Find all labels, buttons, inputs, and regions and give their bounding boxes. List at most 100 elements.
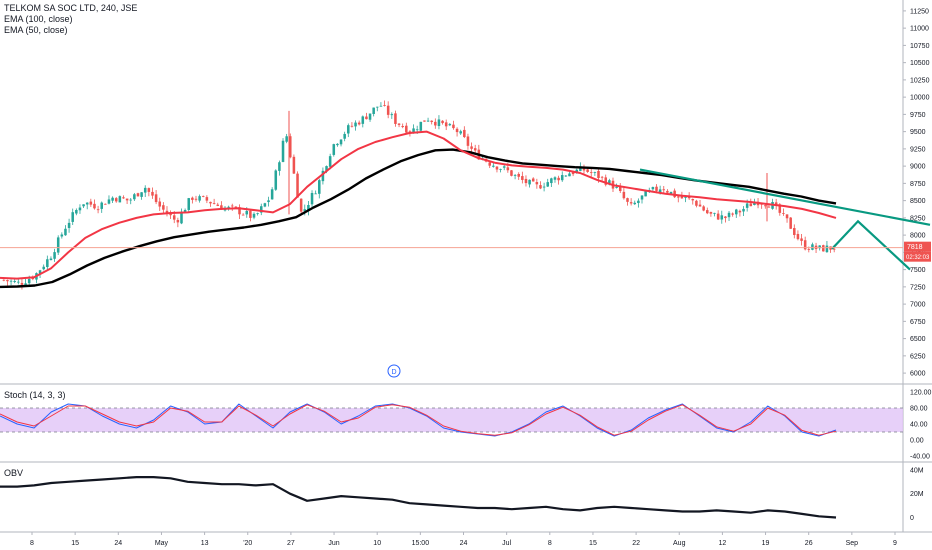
y-tick-label: 11250 bbox=[910, 8, 929, 15]
candle-body bbox=[669, 191, 673, 194]
candle-body bbox=[118, 196, 122, 203]
candle-body bbox=[825, 245, 829, 253]
candle-body bbox=[785, 214, 789, 219]
candle-body bbox=[691, 199, 695, 201]
candle-body bbox=[122, 197, 125, 199]
obv-legend[interactable]: OBV bbox=[4, 468, 24, 478]
candle-body bbox=[807, 249, 811, 250]
x-tick-label: 15 bbox=[589, 540, 597, 547]
stoch-d-line bbox=[0, 404, 837, 436]
candle-body bbox=[67, 222, 71, 229]
candle-body bbox=[151, 191, 154, 196]
candle-body bbox=[412, 128, 415, 134]
x-tick-label: Jun bbox=[328, 540, 339, 547]
candle-body bbox=[390, 114, 394, 116]
candle-body bbox=[557, 177, 560, 181]
candle-body bbox=[434, 121, 437, 126]
stoch-y-tick-label: -40.00 bbox=[910, 454, 930, 461]
candle-body bbox=[724, 216, 727, 219]
candle-body bbox=[27, 278, 31, 284]
candle-body bbox=[256, 213, 259, 215]
stoch-y-tick-label: 40.00 bbox=[910, 422, 928, 429]
candle-body bbox=[379, 105, 383, 107]
candle-body bbox=[640, 195, 644, 200]
candle-body bbox=[629, 202, 633, 204]
candle-body bbox=[49, 258, 53, 261]
candle-body bbox=[662, 189, 666, 191]
candle-body bbox=[405, 125, 408, 133]
candle-body bbox=[201, 195, 205, 197]
candle-body bbox=[535, 182, 539, 185]
candle-body bbox=[107, 199, 111, 204]
stoch-legend[interactable]: Stoch (14, 3, 3) bbox=[4, 390, 66, 400]
candle-body bbox=[162, 205, 165, 210]
candle-body bbox=[397, 123, 401, 125]
candle-body bbox=[85, 202, 89, 205]
candle-body bbox=[17, 281, 20, 283]
candle-body bbox=[473, 148, 477, 151]
candle-body bbox=[281, 140, 285, 162]
symbol-title[interactable]: TELKOM SA SOC LTD, 240, JSE bbox=[4, 3, 138, 13]
dividend-marker-label: D bbox=[391, 369, 396, 376]
candle-body bbox=[455, 128, 459, 133]
candle-body bbox=[289, 136, 292, 158]
candle-body bbox=[466, 136, 470, 146]
ema100-line bbox=[0, 148, 837, 289]
obv-y-tick-label: 40M bbox=[910, 467, 924, 474]
candle-body bbox=[448, 124, 452, 126]
x-tick-label: May bbox=[155, 540, 169, 547]
candle-body bbox=[593, 172, 597, 173]
candle-body bbox=[510, 170, 513, 176]
candle-body bbox=[622, 191, 626, 199]
candle-body bbox=[568, 173, 571, 177]
candle-body bbox=[618, 186, 622, 192]
candle-body bbox=[365, 116, 368, 120]
candle-body bbox=[89, 201, 93, 205]
candle-body bbox=[9, 280, 13, 282]
candle-body bbox=[811, 244, 814, 250]
candle-body bbox=[542, 186, 546, 188]
candle-body bbox=[731, 213, 734, 215]
candle-body bbox=[263, 203, 267, 207]
candle-body bbox=[502, 166, 506, 168]
ema50-legend[interactable]: EMA (50, close) bbox=[4, 25, 68, 35]
candle-body bbox=[713, 212, 716, 214]
ema50-line bbox=[0, 130, 837, 280]
candle-body bbox=[383, 105, 386, 106]
y-tick-label: 10750 bbox=[910, 43, 930, 50]
trendline-resistance[interactable] bbox=[639, 168, 931, 226]
candle-body bbox=[531, 178, 535, 182]
candle-body bbox=[782, 213, 785, 214]
candle-body bbox=[517, 173, 520, 177]
y-tick-label: 6000 bbox=[910, 371, 926, 378]
candle-body bbox=[176, 219, 180, 223]
candle-body bbox=[513, 174, 517, 176]
candle-body bbox=[604, 177, 608, 185]
candle-body bbox=[205, 197, 209, 201]
ema100-legend[interactable]: EMA (100, close) bbox=[4, 14, 73, 24]
trendline-projection[interactable] bbox=[831, 219, 911, 271]
candle-body bbox=[803, 240, 807, 250]
y-tick-label: 6750 bbox=[910, 319, 926, 326]
y-tick-label: 10000 bbox=[910, 95, 930, 102]
candle-body bbox=[6, 280, 9, 282]
candle-body bbox=[172, 215, 176, 220]
candle-body bbox=[114, 198, 118, 202]
candle-body bbox=[615, 186, 618, 188]
candle-body bbox=[325, 166, 328, 172]
candle-body bbox=[64, 228, 67, 236]
candle-body bbox=[560, 175, 564, 181]
candle-body bbox=[437, 119, 441, 127]
candle-body bbox=[143, 187, 147, 193]
candle-body bbox=[13, 281, 16, 282]
x-tick-label: Aug bbox=[673, 540, 686, 547]
candle-body bbox=[194, 198, 198, 200]
x-tick-label: 9 bbox=[893, 540, 897, 547]
dividend-marker[interactable] bbox=[387, 364, 401, 378]
candle-body bbox=[357, 122, 361, 125]
candle-body bbox=[684, 197, 687, 198]
candle-body bbox=[401, 126, 404, 128]
candle-body bbox=[470, 146, 473, 149]
